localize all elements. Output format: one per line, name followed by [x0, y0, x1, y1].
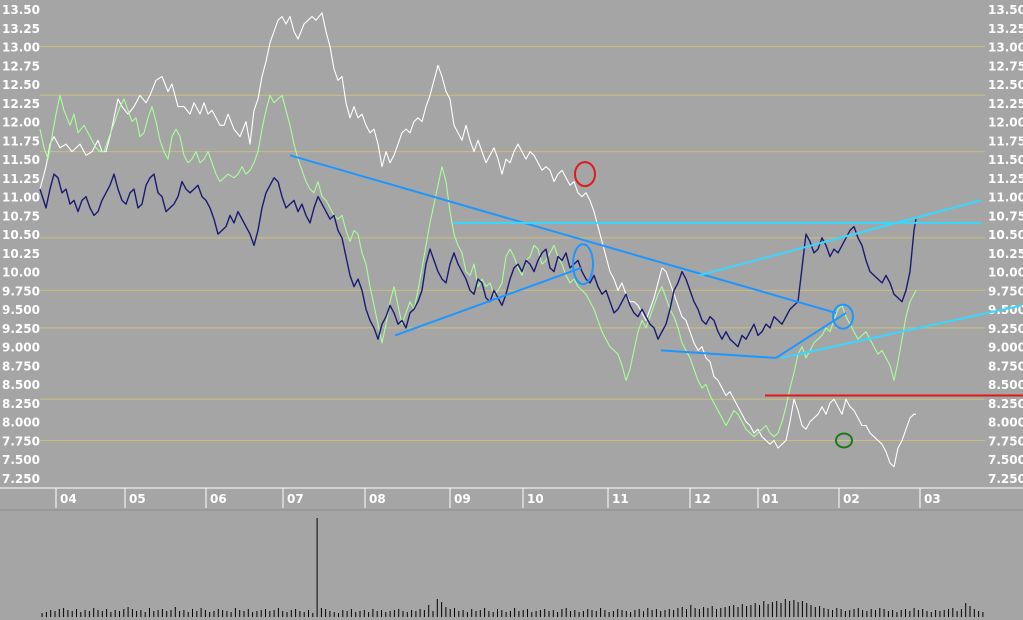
right-tick-label: 12.50	[988, 78, 1023, 92]
left-tick-label: 13.00	[2, 41, 40, 55]
right-tick-label: 11.25	[988, 172, 1023, 186]
right-tick-label: 13.25	[988, 22, 1023, 36]
month-label: 01	[762, 492, 779, 506]
right-tick-label: 9.000	[988, 341, 1023, 355]
month-label: 10	[527, 492, 544, 506]
left-tick-label: 9.000	[2, 341, 40, 355]
trendline-0	[289, 154, 837, 314]
left-tick-label: 7.750	[2, 434, 40, 448]
trendline-2	[660, 349, 777, 359]
left-tick-label: 11.75	[2, 134, 40, 148]
month-label: 08	[369, 492, 386, 506]
annotation-circle-1	[572, 243, 594, 286]
left-tick-label: 8.500	[2, 378, 40, 392]
left-tick-label: 12.25	[2, 97, 40, 111]
trendline-1	[394, 266, 582, 337]
left-tick-label: 8.250	[2, 397, 40, 411]
month-label: 09	[454, 492, 471, 506]
left-tick-label: 11.00	[2, 191, 40, 205]
left-tick-label: 12.50	[2, 78, 40, 92]
month-axis: 04 05 06 07 08 09 10 11 12 01 02 03	[0, 487, 1023, 511]
right-tick-label: 8.750	[988, 359, 1023, 373]
right-tick-label: 11.75	[988, 134, 1023, 148]
right-tick-label: 7.750	[988, 434, 1023, 448]
price-series	[39, 12, 917, 468]
volume-histogram	[41, 518, 984, 617]
right-tick-label: 10.75	[988, 209, 1023, 223]
annotation-circle-3	[835, 432, 853, 449]
right-tick-label: 7.500	[988, 453, 1023, 467]
month-label: 02	[843, 492, 860, 506]
annotation-circle-2	[832, 303, 854, 330]
month-label: 07	[287, 492, 304, 506]
month-label: 05	[129, 492, 146, 506]
left-tick-label: 11.25	[2, 172, 40, 186]
left-price-axis: 13.50 13.25 13.00 12.75 12.50 12.25 12.00 11.75…	[2, 3, 40, 486]
left-tick-label: 7.250	[2, 472, 40, 486]
right-tick-label: 8.500	[988, 378, 1023, 392]
right-tick-label: 9.750	[988, 284, 1023, 298]
right-tick-label: 8.000	[988, 416, 1023, 430]
month-label: 03	[924, 492, 941, 506]
series-line-1	[39, 94, 917, 438]
left-tick-label: 8.750	[2, 359, 40, 373]
right-price-axis: 13.50 13.25 13.00 12.75 12.50 12.25 12.00 11.75…	[988, 3, 1023, 486]
right-tick-label: 13.00	[988, 41, 1023, 55]
series-line-0	[39, 12, 916, 468]
left-tick-label: 9.500	[2, 303, 40, 317]
left-tick-label: 11.50	[2, 153, 40, 167]
right-tick-label: 11.00	[988, 191, 1023, 205]
right-tick-label: 12.00	[988, 116, 1023, 130]
left-tick-label: 8.000	[2, 416, 40, 430]
right-tick-label: 10.25	[988, 247, 1023, 261]
chart-annotations	[289, 154, 1023, 449]
series-line-2	[39, 173, 917, 348]
month-label: 04	[60, 492, 77, 506]
left-tick-label: 13.50	[2, 3, 40, 17]
left-tick-label: 12.75	[2, 59, 40, 73]
right-tick-label: 9.500	[988, 303, 1023, 317]
left-tick-label: 9.750	[2, 284, 40, 298]
right-tick-label: 12.25	[988, 97, 1023, 111]
right-tick-label: 10.00	[988, 266, 1023, 280]
left-tick-label: 7.500	[2, 453, 40, 467]
month-label: 06	[210, 492, 227, 506]
trendline-5	[698, 199, 982, 277]
month-label: 12	[694, 492, 711, 506]
left-tick-label: 13.25	[2, 22, 40, 36]
left-tick-label: 10.50	[2, 228, 40, 242]
left-tick-label: 10.25	[2, 247, 40, 261]
right-tick-label: 8.250	[988, 397, 1023, 411]
gridlines	[40, 46, 985, 441]
right-tick-label: 9.250	[988, 322, 1023, 336]
left-tick-label: 10.00	[2, 266, 40, 280]
left-tick-label: 9.250	[2, 322, 40, 336]
annotation-circle-0	[574, 161, 596, 188]
right-tick-label: 12.75	[988, 59, 1023, 73]
trendline-6	[780, 304, 1023, 359]
month-label: 11	[612, 492, 629, 506]
right-tick-label: 10.50	[988, 228, 1023, 242]
right-tick-label: 11.50	[988, 153, 1023, 167]
right-tick-label: 7.250	[988, 472, 1023, 486]
left-tick-label: 12.00	[2, 116, 40, 130]
left-tick-label: 10.75	[2, 209, 40, 223]
right-tick-label: 13.50	[988, 3, 1023, 17]
